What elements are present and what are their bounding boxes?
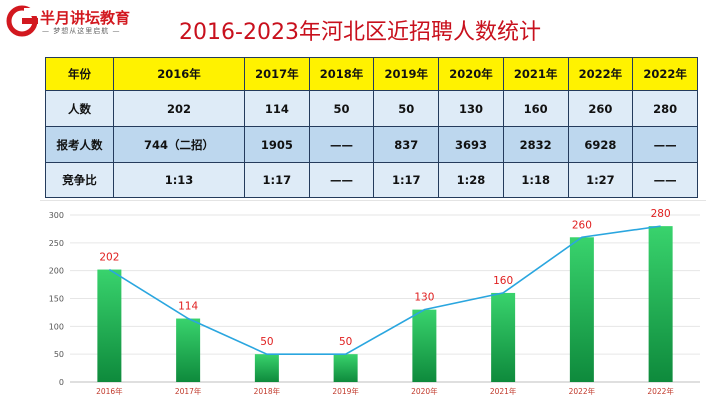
table-cell: 50 — [373, 90, 440, 127]
table-cell: 837 — [373, 126, 440, 163]
bar — [333, 354, 358, 382]
table-cell: 人数 — [45, 90, 114, 127]
y-tick-label: 100 — [49, 322, 64, 331]
data-label: 50 — [260, 336, 273, 348]
table-row-applicants: 报考人数 744（二招） 1905 —— 837 3693 2832 6928 … — [45, 126, 698, 163]
y-tick-label: 250 — [49, 239, 64, 248]
table-cell: 1:13 — [113, 162, 245, 198]
y-tick-label: 0 — [59, 378, 64, 387]
trend-line — [108, 225, 661, 355]
table-header-cell: 2019年 — [373, 57, 440, 91]
hires-chart-svg: 0 50 100 150 200 250 300 2016年 2017年 2018年 2019年 20… — [49, 208, 700, 396]
x-tick-label: 2017年 — [175, 386, 202, 396]
table-cell: 260 — [567, 90, 634, 127]
table-cell: 1:17 — [244, 162, 310, 198]
table-header-cell: 年份 — [45, 57, 114, 91]
table-cell: 报考人数 — [45, 126, 114, 163]
logo-text: 半月讲坛教育 — [40, 9, 131, 27]
x-tick-label: 2021年 — [490, 386, 517, 396]
bar — [491, 292, 516, 382]
recruitment-table: 年份 2016年 2017年 2018年 2019年 2020年 2021年 2… — [45, 57, 698, 198]
data-label: 130 — [414, 292, 434, 304]
table-header-cell: 2022年 — [567, 57, 634, 91]
bar — [97, 269, 122, 382]
page-title: 2016-2023年河北区近招聘人数统计 — [179, 20, 541, 45]
table-header-cell: 2022年 — [632, 57, 698, 91]
y-tick-label: 50 — [54, 350, 64, 359]
table-cell: 1:28 — [438, 162, 504, 198]
table-row-ratio: 竞争比 1:13 1:17 —— 1:17 1:28 1:18 1:27 —— — [45, 162, 698, 198]
bar — [569, 237, 594, 382]
table-cell: 6928 — [567, 126, 634, 163]
table-cell: 2832 — [502, 126, 569, 163]
table-cell: 280 — [632, 90, 698, 127]
table-cell: 3693 — [438, 126, 504, 163]
hires-chart: 0 50 100 150 200 250 300 2016年 2017年 2018年 2019年 20… — [40, 200, 706, 410]
table-cell: 竞争比 — [45, 162, 114, 198]
table-header-cell: 2016年 — [113, 57, 245, 91]
x-tick-label: 2022年 — [647, 386, 674, 396]
table-header-cell: 2018年 — [308, 57, 375, 91]
table-cell: 114 — [244, 90, 310, 127]
table-header-cell: 2021年 — [502, 57, 569, 91]
table-cell: 1:27 — [567, 162, 634, 198]
y-tick-label: 150 — [49, 295, 64, 304]
x-tick-label: 2019年 — [332, 386, 359, 396]
data-label: 160 — [493, 275, 513, 287]
table-cell: —— — [308, 126, 375, 163]
table-row-hires: 人数 202 114 50 50 130 160 260 280 — [45, 90, 698, 127]
table-cell: —— — [632, 162, 698, 198]
table-cell: —— — [308, 162, 375, 198]
data-label: 50 — [339, 336, 352, 348]
table-cell: 1:18 — [502, 162, 569, 198]
x-tick-label: 2016年 — [96, 386, 123, 396]
x-tick-label: 2022年 — [569, 386, 596, 396]
x-tick-label: 2020年 — [411, 386, 438, 396]
table-header-row: 年份 2016年 2017年 2018年 2019年 2020年 2021年 2… — [45, 57, 698, 91]
table-cell: 50 — [308, 90, 375, 127]
brand-logo: 半月讲坛教育 — 梦想从这里启航 — — [6, 4, 166, 42]
table-cell: —— — [632, 126, 698, 163]
data-label: 260 — [572, 219, 592, 231]
table-cell: 1905 — [244, 126, 310, 163]
data-label: 202 — [99, 252, 119, 264]
data-label: 114 — [178, 301, 198, 313]
data-label: 280 — [651, 208, 671, 220]
logo-slogan: — 梦想从这里启航 — — [42, 27, 121, 35]
table-cell: 744（二招） — [113, 126, 245, 163]
table-header-cell: 2020年 — [438, 57, 504, 91]
bar — [648, 226, 673, 382]
bar — [176, 318, 201, 382]
table-header-cell: 2017年 — [244, 57, 310, 91]
logo-mark-icon — [6, 5, 38, 37]
y-tick-label: 300 — [49, 211, 64, 220]
table-cell: 1:17 — [373, 162, 440, 198]
bar — [412, 309, 437, 382]
table-cell: 202 — [113, 90, 245, 127]
table-cell: 130 — [438, 90, 504, 127]
table-cell: 160 — [502, 90, 569, 127]
x-tick-label: 2018年 — [254, 386, 281, 396]
bar — [254, 354, 279, 382]
y-tick-label: 200 — [49, 267, 64, 276]
